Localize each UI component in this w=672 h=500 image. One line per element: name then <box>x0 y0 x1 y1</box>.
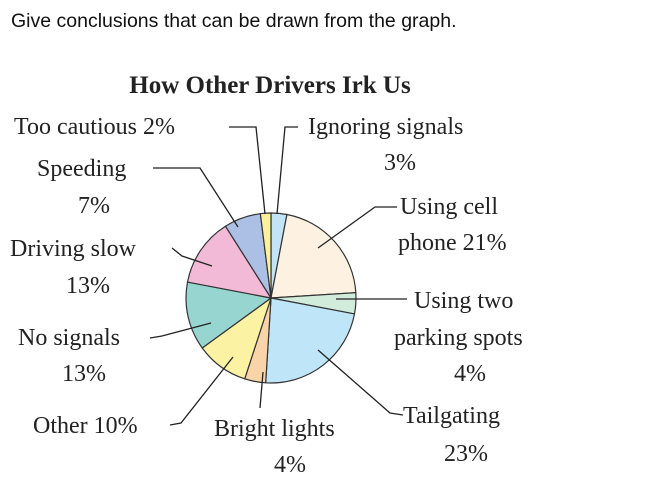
label-speeding-pct: 7% <box>78 193 110 219</box>
label-ignoring-signals: Ignoring signals <box>308 114 463 140</box>
pie-slices <box>185 212 357 384</box>
label-no-signals-pct: 13% <box>62 361 106 387</box>
leader-bright-lights <box>259 371 264 409</box>
leader-other <box>169 356 234 426</box>
leader-no-signals <box>149 322 212 339</box>
pie-slice-tailgating <box>265 297 356 384</box>
pie-slice-no-signals <box>185 281 273 349</box>
label-too-cautious: Too cautious 2% <box>14 114 175 140</box>
label-other: Other 10% <box>33 413 138 439</box>
label-tailgating-pct: 23% <box>444 441 488 467</box>
label-no-signals: No signals <box>18 325 120 351</box>
label-parking-2: parking spots <box>394 325 523 351</box>
label-bright-lights: Bright lights <box>214 416 335 442</box>
label-bright-lights-pct: 4% <box>274 452 306 478</box>
leader-driving-slow <box>171 247 213 267</box>
label-tailgating: Tailgating <box>403 403 500 429</box>
label-cell-phone: Using cell <box>400 194 498 220</box>
chart-title: How Other Drivers Irk Us <box>129 72 411 99</box>
label-driving-slow-pct: 13% <box>66 273 110 299</box>
pie-slice-driving-slow <box>186 225 273 299</box>
leader-cell-phone <box>317 206 397 249</box>
label-ignoring-signals-pct: 3% <box>384 150 416 176</box>
question-text: Give conclusions that can be drawn from … <box>11 10 457 32</box>
pie-slice-using-cell-phone <box>270 213 357 299</box>
label-driving-slow: Driving slow <box>10 236 137 262</box>
label-parking-pct: 4% <box>454 361 486 387</box>
leader-too-cautious <box>229 126 266 215</box>
leader-tailgating <box>317 349 404 416</box>
label-parking: Using two <box>414 288 513 314</box>
label-speeding: Speeding <box>37 156 126 182</box>
pie-slice-too-cautious <box>259 212 272 299</box>
label-cell-phone-pct: phone 21% <box>398 230 507 256</box>
leader-speeding <box>153 167 239 228</box>
leader-ignoring-signals <box>276 126 298 215</box>
